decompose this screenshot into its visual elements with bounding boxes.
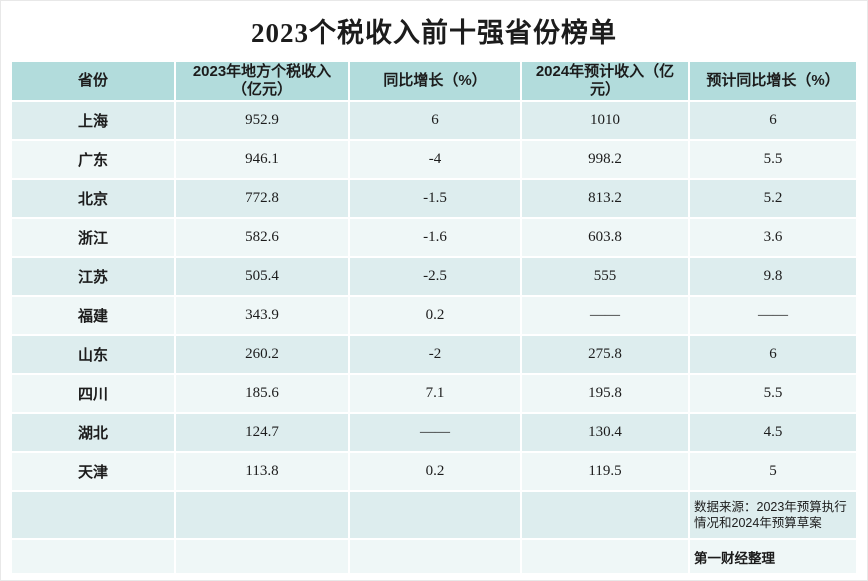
value-cell: -4 bbox=[350, 141, 520, 178]
data-source-note: 数据来源：2023年预算执行情况和2024年预算草案 bbox=[690, 492, 856, 538]
value-cell: 119.5 bbox=[522, 453, 688, 490]
value-cell: —— bbox=[522, 297, 688, 334]
value-cell: -1.6 bbox=[350, 219, 520, 256]
value-cell: 195.8 bbox=[522, 375, 688, 412]
table-row: 福建 343.9 0.2 —— —— bbox=[12, 297, 856, 334]
value-cell: 998.2 bbox=[522, 141, 688, 178]
value-cell: 185.6 bbox=[176, 375, 348, 412]
empty-cell bbox=[522, 492, 688, 538]
value-cell: 3.6 bbox=[690, 219, 856, 256]
column-header: 2023年地方个税收入（亿元） bbox=[176, 62, 348, 100]
empty-cell bbox=[350, 540, 520, 573]
value-cell: 0.2 bbox=[350, 297, 520, 334]
value-cell: —— bbox=[690, 297, 856, 334]
value-cell: -2 bbox=[350, 336, 520, 373]
value-cell: 952.9 bbox=[176, 102, 348, 139]
province-cell: 天津 bbox=[12, 453, 174, 490]
page-title: 2023个税收入前十强省份榜单 bbox=[251, 17, 617, 48]
table-row: 广东 946.1 -4 998.2 5.5 bbox=[12, 141, 856, 178]
table-row: 四川 185.6 7.1 195.8 5.5 bbox=[12, 375, 856, 412]
value-cell: 5.5 bbox=[690, 375, 856, 412]
value-cell: 275.8 bbox=[522, 336, 688, 373]
value-cell: 813.2 bbox=[522, 180, 688, 217]
province-cell: 上海 bbox=[12, 102, 174, 139]
column-header: 预计同比增长（%） bbox=[690, 62, 856, 100]
value-cell: 343.9 bbox=[176, 297, 348, 334]
credit-row: 第一财经整理 bbox=[12, 540, 856, 573]
empty-cell bbox=[12, 492, 174, 538]
value-cell: 555 bbox=[522, 258, 688, 295]
value-cell: 6 bbox=[690, 102, 856, 139]
value-cell: -2.5 bbox=[350, 258, 520, 295]
empty-cell bbox=[176, 540, 348, 573]
value-cell: 505.4 bbox=[176, 258, 348, 295]
value-cell: 582.6 bbox=[176, 219, 348, 256]
value-cell: 0.2 bbox=[350, 453, 520, 490]
table-body: 上海 952.9 6 1010 6 广东 946.1 -4 998.2 5.5 北京 772.8 -1.… bbox=[12, 102, 856, 490]
value-cell: 6 bbox=[350, 102, 520, 139]
value-cell: 946.1 bbox=[176, 141, 348, 178]
province-cell: 山东 bbox=[12, 336, 174, 373]
value-cell: 130.4 bbox=[522, 414, 688, 451]
value-cell: 124.7 bbox=[176, 414, 348, 451]
table-footer: 数据来源：2023年预算执行情况和2024年预算草案 第一财经整理 bbox=[12, 492, 856, 573]
province-cell: 广东 bbox=[12, 141, 174, 178]
value-cell: 5.2 bbox=[690, 180, 856, 217]
table-row: 江苏 505.4 -2.5 555 9.8 bbox=[12, 258, 856, 295]
credit-note: 第一财经整理 bbox=[690, 540, 856, 573]
title-bar: 2023个税收入前十强省份榜单 bbox=[0, 0, 868, 60]
value-cell: -1.5 bbox=[350, 180, 520, 217]
table-row: 上海 952.9 6 1010 6 bbox=[12, 102, 856, 139]
value-cell: 6 bbox=[690, 336, 856, 373]
value-cell: 772.8 bbox=[176, 180, 348, 217]
column-header: 2024年预计收入（亿元） bbox=[522, 62, 688, 100]
province-cell: 湖北 bbox=[12, 414, 174, 451]
table-row: 湖北 124.7 —— 130.4 4.5 bbox=[12, 414, 856, 451]
value-cell: 113.8 bbox=[176, 453, 348, 490]
value-cell: 4.5 bbox=[690, 414, 856, 451]
column-header: 省份 bbox=[12, 62, 174, 100]
value-cell: 5 bbox=[690, 453, 856, 490]
header-row: 省份 2023年地方个税收入（亿元） 同比增长（%） 2024年预计收入（亿元） 预计同… bbox=[12, 62, 856, 100]
table-row: 山东 260.2 -2 275.8 6 bbox=[12, 336, 856, 373]
province-cell: 江苏 bbox=[12, 258, 174, 295]
footnote-row: 数据来源：2023年预算执行情况和2024年预算草案 bbox=[12, 492, 856, 538]
province-cell: 福建 bbox=[12, 297, 174, 334]
table-row: 天津 113.8 0.2 119.5 5 bbox=[12, 453, 856, 490]
table-row: 浙江 582.6 -1.6 603.8 3.6 bbox=[12, 219, 856, 256]
empty-cell bbox=[12, 540, 174, 573]
value-cell: —— bbox=[350, 414, 520, 451]
value-cell: 7.1 bbox=[350, 375, 520, 412]
province-cell: 四川 bbox=[12, 375, 174, 412]
value-cell: 5.5 bbox=[690, 141, 856, 178]
value-cell: 1010 bbox=[522, 102, 688, 139]
value-cell: 9.8 bbox=[690, 258, 856, 295]
table-row: 北京 772.8 -1.5 813.2 5.2 bbox=[12, 180, 856, 217]
empty-cell bbox=[176, 492, 348, 538]
column-header: 同比增长（%） bbox=[350, 62, 520, 100]
empty-cell bbox=[522, 540, 688, 573]
province-cell: 浙江 bbox=[12, 219, 174, 256]
value-cell: 260.2 bbox=[176, 336, 348, 373]
value-cell: 603.8 bbox=[522, 219, 688, 256]
province-cell: 北京 bbox=[12, 180, 174, 217]
tax-rank-table: 省份 2023年地方个税收入（亿元） 同比增长（%） 2024年预计收入（亿元） 预计同… bbox=[10, 60, 858, 575]
empty-cell bbox=[350, 492, 520, 538]
